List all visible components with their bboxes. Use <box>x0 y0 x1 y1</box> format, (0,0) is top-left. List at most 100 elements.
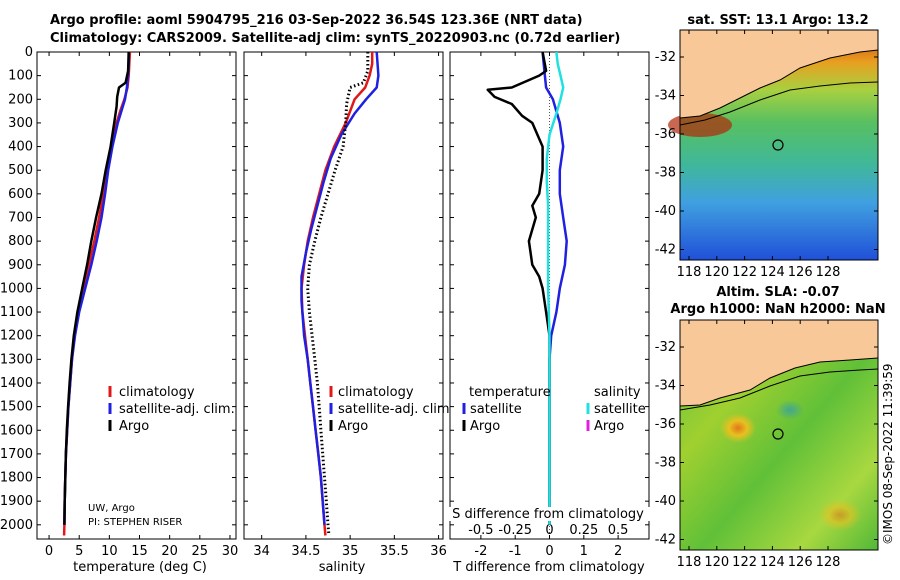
depth-tick-label: 700 <box>8 210 33 225</box>
difference-panel: -2 -1 0 1 2 -0.5 -0.25 0 0.25 0.5 T difference fr… <box>449 51 650 575</box>
top-axis-label-backdrop <box>449 507 650 521</box>
depth-tick-label: 1100 <box>0 305 33 320</box>
depth-tick-label: 1600 <box>0 423 33 438</box>
temperature-series <box>62 51 132 536</box>
depth-tick-label: 2000 <box>0 518 33 533</box>
map-lon-label: 118 <box>677 555 702 570</box>
depth-tick-label: 1800 <box>0 471 33 486</box>
sst-map-title: sat. SST: 13.1 Argo: 13.2 <box>687 13 868 28</box>
sla-cool-eddy <box>776 400 804 420</box>
difference-series <box>486 51 568 525</box>
sal-xtick-label: 35 <box>342 544 359 559</box>
map-lon-label: 126 <box>788 555 813 570</box>
temperature-legend-argo: Argo <box>119 419 149 434</box>
map-lat-label: -34 <box>655 379 676 394</box>
depth-tick-label: 1400 <box>0 376 33 391</box>
map-lat-label: -38 <box>655 456 676 471</box>
sst-land <box>680 30 878 118</box>
temp-xtick-label: 20 <box>161 544 178 559</box>
map-lat-label: -34 <box>655 89 676 104</box>
map-lon-label: 126 <box>788 265 813 280</box>
diff-xtick-label: -2 <box>474 544 487 559</box>
map-lat-label: -32 <box>655 50 676 65</box>
map-lon-label: 128 <box>816 555 841 570</box>
temperature-legend-satellite: satellite-adj. clim. <box>119 402 235 417</box>
depth-tick-label: 900 <box>8 258 33 273</box>
map-lon-label: 122 <box>732 555 757 570</box>
map-lon-label: 124 <box>760 265 785 280</box>
salinity-legend-argo: Argo <box>338 419 368 434</box>
sla-argo-location-marker <box>772 428 784 440</box>
salinity-diff-tick-label: -0.25 <box>498 523 532 538</box>
map-lon-label: 120 <box>704 265 729 280</box>
depth-tick-label: 500 <box>8 163 33 178</box>
temp-xtick-label: 15 <box>131 544 148 559</box>
difference-top-xlabel: S difference from climatology <box>452 507 644 522</box>
map-lat-label: -32 <box>655 340 676 355</box>
salinity-axis-ticks: 34 34.5 35 35.5 36 <box>244 51 447 559</box>
salinity-diff-tick-label: 0.25 <box>569 523 598 538</box>
map-lon-label: 128 <box>816 265 841 280</box>
sst-argo-location-marker <box>772 139 784 151</box>
salinity-diff-tick-label: 0 <box>545 523 553 538</box>
temp-xtick-label: 0 <box>45 544 53 559</box>
difference-legend-temperature-title: temperature <box>469 385 551 400</box>
difference-axis-ticks: -2 -1 0 1 2 -0.5 -0.25 0 0.25 0.5 <box>450 51 649 559</box>
imos-timestamp-watermark: ©IMOS 08-Sep-2022 11:39:59 <box>881 363 895 545</box>
difference-legend-salinity-title: salinity <box>594 385 641 400</box>
depth-tick-label: 0 <box>25 45 33 60</box>
temperature-xlabel: temperature (deg C) <box>73 560 207 575</box>
depth-tick-label: 1200 <box>0 329 33 344</box>
depth-tick-label: 300 <box>8 116 33 131</box>
sla-warm-eddy-2 <box>818 499 862 531</box>
depth-tick-label: 400 <box>8 140 33 155</box>
sla-map-subtitle: Argo h1000: NaN h2000: NaN <box>670 302 885 317</box>
map-lat-label: -36 <box>655 127 676 142</box>
depth-tick-label: 1000 <box>0 281 33 296</box>
temperature-axis-ticks: 0100200300400500600700800900100011001200… <box>0 45 238 559</box>
map-lat-label: -42 <box>655 533 676 548</box>
salinity-diff-tick-label: -0.5 <box>468 523 493 538</box>
sla-map-frame <box>679 319 879 551</box>
sal-series-satellite-adj-clim- <box>300 51 380 525</box>
temp-xtick-label: 25 <box>192 544 209 559</box>
depth-tick-label: 100 <box>8 69 33 84</box>
diff-legend-sal-argo: Argo <box>594 419 624 434</box>
credit-institution: UW, Argo <box>88 503 135 514</box>
diff-xtick-label: -1 <box>509 544 522 559</box>
figure-title-line2: Climatology: CARS2009. Satellite-adj cli… <box>50 31 621 46</box>
temp-xtick-label: 10 <box>101 544 118 559</box>
sst-warm-current <box>668 113 732 137</box>
sal-xtick-label: 34.5 <box>291 544 320 559</box>
salinity-series <box>300 51 380 536</box>
sla-map: Altim. SLA: -0.07 Argo h1000: NaN h2000:… <box>655 285 886 570</box>
map-lon-label: 122 <box>732 265 757 280</box>
sst-coastline <box>679 49 879 119</box>
depth-tick-label: 1900 <box>0 494 33 509</box>
map-lon-label: 124 <box>760 555 785 570</box>
salinity-diff-tick-label: 0.5 <box>608 523 629 538</box>
difference-xlabel: T difference from climatology <box>452 560 645 575</box>
diff-xtick-label: 1 <box>580 544 588 559</box>
sla-coastline <box>679 357 879 407</box>
temp-series-argo <box>63 51 130 525</box>
diff-series-salinity-satellite <box>545 51 565 525</box>
figure-title-line1: Argo profile: aoml 5904795_216 03-Sep-20… <box>50 13 583 28</box>
salinity-legend-satellite: satellite-adj. clim. <box>338 402 454 417</box>
map-lon-label: 118 <box>677 265 702 280</box>
salinity-panel: 34 34.5 35 35.5 36 salinity climatology sate… <box>243 51 454 575</box>
temperature-panel: 0100200300400500600700800900100011001200… <box>0 45 238 575</box>
diff-legend-temp-argo: Argo <box>470 419 500 434</box>
diff-xtick-label: 0 <box>545 544 553 559</box>
sst-map: sat. SST: 13.1 Argo: 13.2 <box>655 13 879 280</box>
temp-xtick-label: 5 <box>75 544 83 559</box>
sla-warm-eddy <box>720 413 756 443</box>
depth-tick-label: 800 <box>8 234 33 249</box>
sst-map-frame <box>679 29 879 261</box>
map-lat-label: -36 <box>655 417 676 432</box>
depth-tick-label: 1700 <box>0 447 33 462</box>
